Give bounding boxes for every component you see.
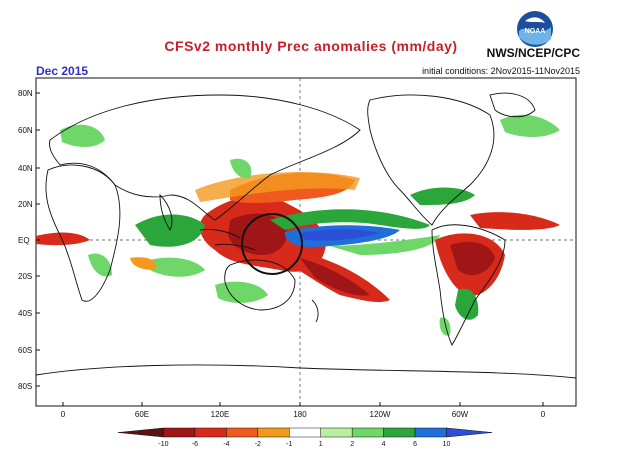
lon-tick-label: 0 <box>61 410 66 419</box>
colorbar-segment <box>117 427 164 438</box>
colorbar-label: -2 <box>255 441 261 448</box>
colorbar-label: 6 <box>413 441 417 448</box>
colorbar-label: 10 <box>443 441 451 448</box>
lon-tick-label: 120E <box>211 410 230 419</box>
lat-tick-label: 60N <box>18 126 33 135</box>
latitude-ticks: 80N 60N 40N 20N EQ 20S 40S 60S 80S <box>18 89 40 391</box>
lat-tick-label: 80N <box>18 89 33 98</box>
colorbar: -10 -6 -4 -2 -1 1 2 4 6 10 <box>117 427 493 448</box>
colorbar-segment <box>351 427 384 438</box>
colorbar-segment <box>226 427 259 438</box>
colorbar-label: -10 <box>158 441 168 448</box>
lon-tick-label: 60E <box>135 410 149 419</box>
lon-tick-label: 60W <box>452 410 469 419</box>
colorbar-segment <box>257 427 290 438</box>
agency-label: NWS/NCEP/CPC <box>486 46 580 60</box>
lon-tick-label: 0 <box>541 410 546 419</box>
colorbar-segment <box>446 427 493 438</box>
colorbar-label: 2 <box>350 441 354 448</box>
longitude-ticks: 0 60E 120E 180 120W 60W 0 <box>61 402 546 419</box>
noaa-logo: NOAA <box>515 9 555 49</box>
colorbar-label: -4 <box>223 441 229 448</box>
colorbar-label: 4 <box>382 441 386 448</box>
lat-tick-label: 80S <box>18 382 32 391</box>
annotation-circle <box>241 213 303 275</box>
lon-tick-label: 120W <box>370 410 391 419</box>
colorbar-segment <box>320 427 353 438</box>
map-title: CFSv2 monthly Prec anomalies (mm/day) <box>164 38 458 54</box>
lon-tick-label: 180 <box>293 410 307 419</box>
lat-tick-label: 40N <box>18 164 33 173</box>
anomaly-patches <box>36 114 560 336</box>
logo-text: NOAA <box>525 28 546 35</box>
coastlines <box>35 92 577 379</box>
colorbar-segment <box>289 427 321 438</box>
initial-conditions: initial conditions: 2Nov2015-11Nov2015 <box>422 66 580 76</box>
colorbar-label: 1 <box>319 441 323 448</box>
lat-tick-label: 20N <box>18 200 33 209</box>
colorbar-label: -6 <box>192 441 198 448</box>
colorbar-segment <box>194 427 227 438</box>
colorbar-segment <box>414 427 447 438</box>
colorbar-segment <box>163 427 196 438</box>
lat-tick-label: 40S <box>18 309 32 318</box>
colorbar-segment <box>383 427 416 438</box>
lat-tick-label: 60S <box>18 346 32 355</box>
colorbar-label: -1 <box>286 441 292 448</box>
lat-tick-label: 20S <box>18 272 32 281</box>
forecast-period: Dec 2015 <box>36 64 89 78</box>
lat-tick-label: EQ <box>18 236 30 245</box>
